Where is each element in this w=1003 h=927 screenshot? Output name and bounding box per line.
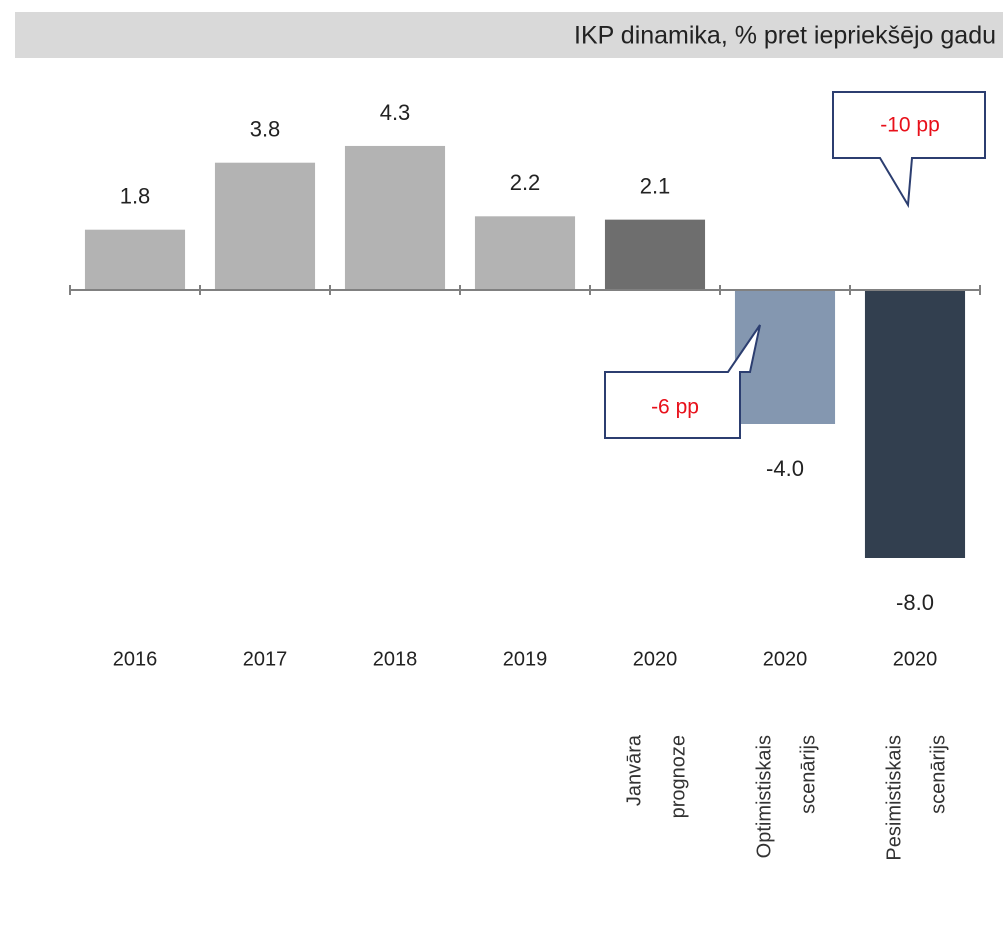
bar — [84, 229, 186, 290]
x-tick-label: 2020 — [633, 648, 678, 670]
callout-box — [604, 324, 761, 439]
value-label: 2.2 — [510, 170, 541, 195]
x-sub-label: prognoze — [667, 735, 689, 818]
x-sub-label: scenārijs — [797, 735, 819, 814]
x-sub-label: Janvāra — [623, 734, 645, 806]
x-tick-label: 2016 — [113, 648, 158, 670]
bar — [344, 145, 446, 290]
value-label: 2.1 — [640, 173, 671, 198]
annotation: -10 pp — [880, 114, 940, 137]
x-tick-label: 2020 — [763, 648, 808, 670]
x-sub-label: Pesimistiskais — [883, 735, 905, 861]
annotation: -6 pp — [651, 396, 699, 419]
x-sub-label: Optimistiskais — [753, 735, 775, 858]
x-tick-label: 2020 — [893, 648, 938, 670]
chart-title: IKP dinamika, % pret iepriekšējo gadu — [574, 22, 996, 50]
x-tick-label: 2018 — [373, 648, 418, 670]
value-label: 1.8 — [120, 184, 151, 209]
value-label: 3.8 — [250, 117, 281, 142]
callout-box — [832, 91, 986, 209]
x-tick-label: 2017 — [243, 648, 288, 670]
value-label: -4.0 — [766, 456, 804, 481]
value-label: -8.0 — [896, 590, 934, 615]
bar — [214, 162, 316, 290]
value-label: 4.3 — [380, 100, 411, 125]
bar — [474, 216, 576, 290]
x-sub-label: scenārijs — [927, 735, 949, 814]
title-band — [15, 12, 1003, 58]
bar — [864, 290, 966, 558]
bar — [604, 219, 706, 290]
x-tick-label: 2019 — [503, 648, 548, 670]
